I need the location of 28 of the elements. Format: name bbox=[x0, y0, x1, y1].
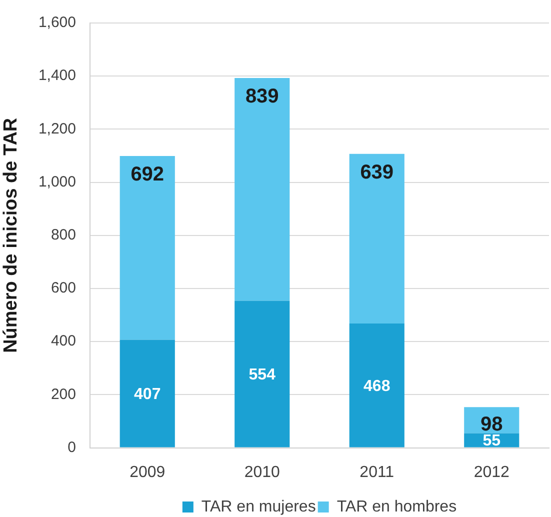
data-label: 839 bbox=[245, 85, 279, 108]
bar bbox=[349, 154, 404, 324]
x-tick-label: 2012 bbox=[474, 464, 510, 481]
y-tick-label: 600 bbox=[50, 280, 76, 297]
y-tick-label: 400 bbox=[50, 332, 76, 350]
bar bbox=[234, 78, 290, 301]
y-tick-label: 1,200 bbox=[38, 120, 76, 138]
bar bbox=[120, 156, 175, 340]
y-tick-label: 1,000 bbox=[38, 173, 76, 190]
bar bbox=[234, 300, 290, 448]
x-tick-label: 2010 bbox=[244, 464, 280, 481]
data-label: 692 bbox=[130, 164, 164, 186]
legend-label: TAR en mujeres bbox=[201, 498, 316, 516]
data-label: 468 bbox=[364, 378, 390, 395]
data-label: 407 bbox=[134, 386, 161, 403]
y-tick-label: 1,600 bbox=[38, 14, 76, 32]
data-label: 554 bbox=[248, 366, 276, 384]
y-tick-label: 1,400 bbox=[38, 67, 76, 84]
y-axis-title: Número de inicios de TAR bbox=[0, 118, 22, 353]
data-label: 639 bbox=[360, 161, 394, 184]
y-tick-label: 0 bbox=[68, 438, 76, 456]
x-tick-label: 2009 bbox=[130, 464, 166, 481]
y-tick-label: 200 bbox=[50, 386, 76, 403]
bar bbox=[349, 324, 404, 448]
y-tick-label: 800 bbox=[50, 226, 76, 244]
x-tick-label: 2011 bbox=[360, 464, 394, 481]
legend-label: TAR en hombres bbox=[336, 498, 457, 516]
bar bbox=[120, 340, 175, 448]
